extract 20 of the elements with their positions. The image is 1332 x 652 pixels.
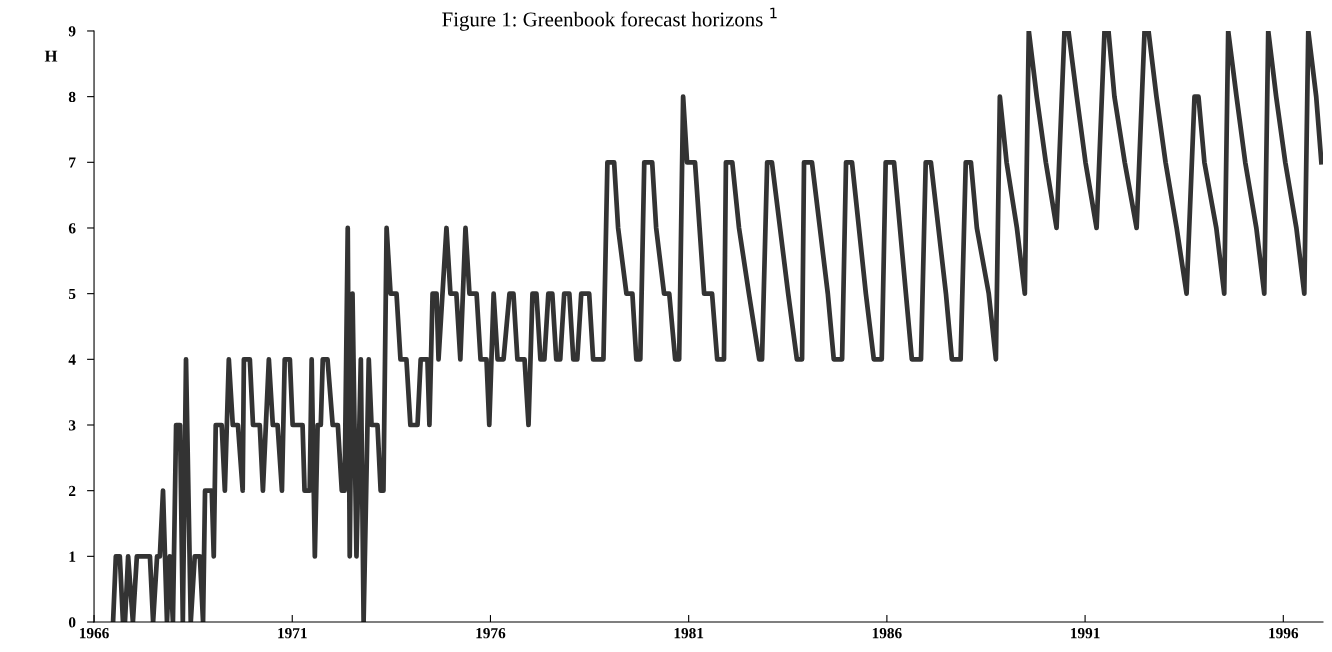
y-tick-label: 1	[69, 551, 76, 562]
y-tick-label: 5	[68, 288, 76, 300]
y-tick-label: 3	[68, 420, 76, 431]
y-axis-title: H	[44, 50, 58, 62]
line-series	[110, 30, 1323, 623]
x-tick-label: 1971	[278, 628, 307, 639]
y-tick-label: 9	[68, 26, 76, 37]
x-tick-label: 1966	[79, 628, 109, 639]
y-tick-label: 7	[69, 157, 76, 168]
y-tick-label: 2	[68, 485, 76, 496]
x-tick-label: 1991	[1071, 628, 1100, 639]
chart-title: Figure 1: Greenbook forecast horizons $^{1}$	[442, 7, 777, 31]
y-tick-label: 4	[68, 354, 76, 365]
x-tick-label: 1976	[476, 628, 506, 639]
y-tick-label: 8	[68, 91, 76, 103]
y-tick-label: 0	[68, 617, 76, 628]
x-tick-label: 1986	[872, 628, 902, 639]
y-tick-label: 6	[68, 223, 76, 234]
x-tick-label: 1981	[674, 628, 704, 639]
x-tick-label: 1996	[1269, 628, 1299, 639]
